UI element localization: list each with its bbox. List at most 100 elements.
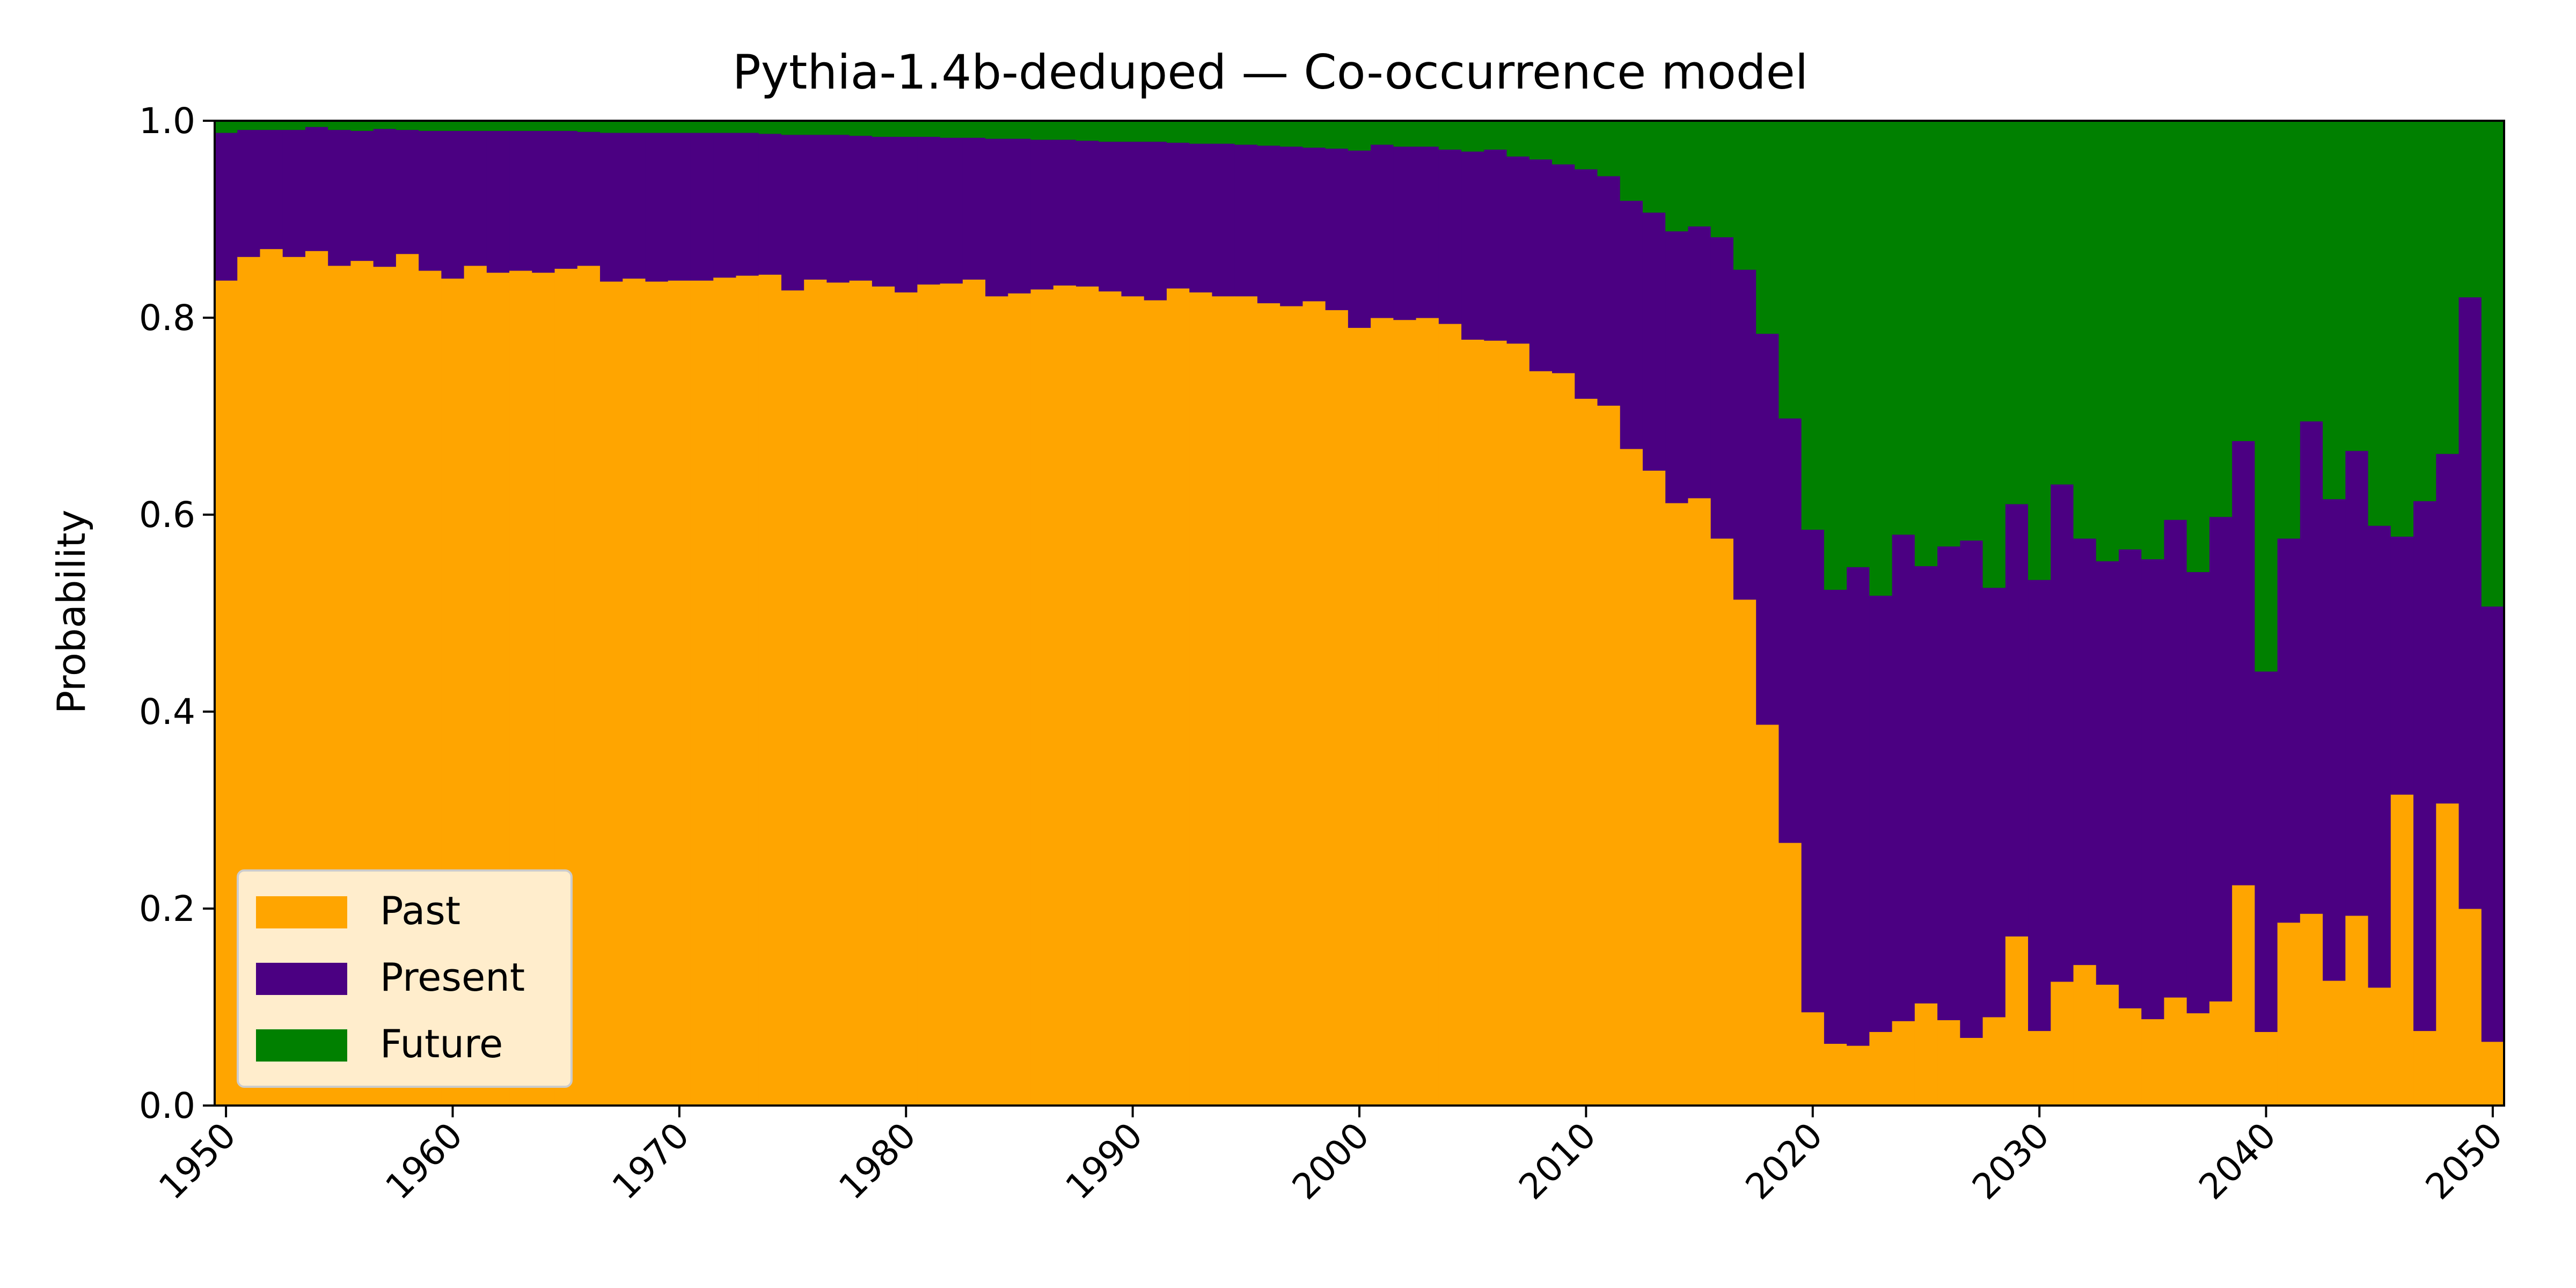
bar-present-2034 (2118, 549, 2142, 1008)
bar-future-2028 (1982, 121, 2006, 588)
bar-present-2041 (2277, 538, 2301, 923)
bar-present-2014 (1665, 231, 1689, 503)
bar-past-2034 (2118, 1008, 2142, 1106)
bar-past-2049 (2458, 909, 2482, 1106)
bar-present-1954 (305, 127, 328, 251)
bar-future-2014 (1665, 121, 1689, 232)
bar-future-1956 (350, 121, 374, 131)
bar-past-1973 (736, 275, 759, 1106)
bar-future-1974 (758, 121, 782, 134)
bar-present-2047 (2413, 501, 2436, 1031)
y-tick-label: 0.6 (139, 494, 195, 536)
bar-present-2025 (1914, 566, 1938, 1004)
bar-future-1960 (441, 121, 465, 131)
bar-past-2040 (2255, 1031, 2278, 1106)
bar-future-1970 (668, 121, 691, 133)
bar-present-1996 (1257, 145, 1280, 304)
bar-future-2032 (2073, 121, 2097, 539)
bar-future-2018 (1756, 121, 1779, 334)
bar-past-1991 (1144, 299, 1167, 1106)
bar-future-1978 (849, 121, 873, 136)
bar-past-1997 (1280, 305, 1304, 1106)
bar-future-1999 (1325, 121, 1349, 149)
bar-future-2019 (1779, 121, 1802, 419)
bar-present-1995 (1234, 144, 1258, 297)
bar-future-1951 (237, 121, 261, 130)
bar-future-1979 (872, 121, 895, 137)
bar-future-2049 (2458, 121, 2482, 298)
bar-present-1987 (1053, 139, 1077, 286)
bar-present-2022 (1847, 567, 1870, 1046)
bar-past-2003 (1416, 318, 1439, 1106)
bar-present-2000 (1348, 150, 1371, 328)
bar-future-1964 (532, 121, 555, 131)
bar-future-2033 (2096, 121, 2119, 561)
bar-future-2020 (1801, 121, 1825, 530)
legend-label-past: Past (380, 888, 460, 933)
bar-past-2022 (1847, 1045, 1870, 1106)
bar-future-1987 (1053, 121, 1077, 140)
bar-future-1961 (464, 121, 487, 131)
y-axis: 0.0 0.2 0.4 0.6 0.8 1.0 (139, 100, 215, 1126)
bar-present-2024 (1892, 534, 1915, 1021)
bar-present-2031 (2051, 484, 2074, 982)
bar-future-1980 (895, 121, 918, 137)
bar-present-2003 (1416, 146, 1439, 318)
bar-present-2030 (2028, 580, 2051, 1031)
bar-past-2044 (2345, 915, 2369, 1106)
bar-past-1992 (1166, 288, 1190, 1106)
bar-future-1986 (1030, 121, 1054, 140)
bar-present-2049 (2458, 297, 2482, 909)
bar-present-2011 (1597, 175, 1621, 406)
bar-past-1982 (940, 283, 963, 1106)
bar-present-2036 (2164, 519, 2187, 998)
bar-future-1976 (804, 121, 828, 135)
bar-future-2022 (1847, 121, 1870, 567)
bar-present-2040 (2255, 671, 2278, 1032)
bar-past-2026 (1937, 1020, 1960, 1106)
bar-present-1956 (350, 130, 374, 261)
bar-past-2017 (1733, 599, 1757, 1106)
bar-present-1974 (758, 133, 782, 275)
bar-past-1993 (1189, 292, 1213, 1106)
bar-present-2028 (1982, 587, 2006, 1018)
bar-present-2015 (1688, 226, 1711, 499)
bar-future-2016 (1710, 121, 1734, 238)
bar-future-2041 (2277, 121, 2301, 539)
bar-future-2004 (1438, 121, 1462, 150)
bar-future-1998 (1302, 121, 1326, 148)
bar-future-2006 (1484, 121, 1507, 150)
bar-future-2038 (2209, 121, 2233, 517)
bar-future-1988 (1076, 121, 1099, 141)
bar-future-2045 (2368, 121, 2391, 526)
bar-present-1964 (532, 130, 555, 273)
bar-past-1976 (804, 279, 828, 1106)
bar-present-1997 (1280, 146, 1304, 306)
bar-future-2040 (2255, 121, 2278, 672)
bar-present-2043 (2323, 499, 2346, 981)
bar-present-1951 (237, 129, 261, 257)
bar-future-1972 (713, 121, 737, 133)
bar-future-1983 (962, 121, 986, 138)
bar-past-2046 (2390, 794, 2414, 1106)
bar-past-2050 (2481, 1041, 2505, 1106)
bar-past-1983 (962, 279, 986, 1106)
bar-future-2015 (1688, 121, 1711, 226)
bar-past-1970 (668, 280, 691, 1106)
bar-future-2048 (2436, 121, 2460, 454)
bar-past-2013 (1642, 470, 1666, 1106)
bar-past-1977 (826, 282, 850, 1106)
bar-present-1957 (373, 128, 397, 267)
bar-future-1981 (917, 121, 941, 137)
bar-future-1994 (1212, 121, 1235, 144)
bar-past-2019 (1779, 843, 1802, 1106)
bar-past-1975 (781, 290, 804, 1106)
bar-past-1998 (1302, 301, 1326, 1106)
bar-past-2043 (2323, 980, 2346, 1106)
bar-past-2023 (1869, 1031, 1893, 1106)
bar-present-1973 (736, 133, 759, 276)
bar-past-1987 (1053, 285, 1077, 1106)
bar-past-1985 (1008, 293, 1031, 1106)
bar-present-2012 (1620, 200, 1643, 449)
